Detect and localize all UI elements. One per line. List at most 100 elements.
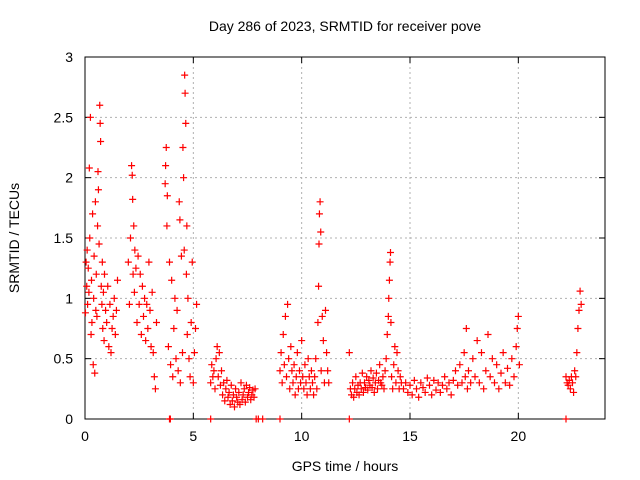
data-point xyxy=(190,349,198,357)
data-point xyxy=(147,343,155,351)
data-point xyxy=(219,391,227,399)
data-point xyxy=(415,393,423,401)
data-point xyxy=(128,162,136,170)
data-point xyxy=(317,367,325,375)
data-point xyxy=(103,318,111,326)
data-point xyxy=(324,367,332,375)
data-point xyxy=(368,384,376,392)
data-point xyxy=(142,337,150,345)
data-point xyxy=(385,276,393,284)
data-point xyxy=(382,355,390,363)
data-point xyxy=(323,349,331,357)
data-point xyxy=(175,198,183,206)
data-point xyxy=(315,282,323,290)
data-point xyxy=(106,300,114,308)
data-point xyxy=(296,367,303,375)
data-point xyxy=(478,349,485,357)
data-point xyxy=(317,228,325,236)
data-point xyxy=(88,276,95,284)
data-point xyxy=(512,343,520,351)
data-point xyxy=(367,367,375,375)
data-points xyxy=(81,71,585,423)
data-point xyxy=(143,300,151,308)
data-point xyxy=(99,288,107,296)
data-point xyxy=(566,385,574,393)
data-point xyxy=(381,367,389,375)
data-point xyxy=(210,367,218,375)
data-point xyxy=(218,367,225,375)
data-point xyxy=(361,379,368,387)
data-point xyxy=(98,258,106,266)
data-point xyxy=(355,391,363,399)
x-tick-label: 5 xyxy=(189,428,197,444)
data-point xyxy=(462,325,470,332)
data-point xyxy=(89,210,97,218)
data-point xyxy=(96,119,104,127)
data-point xyxy=(571,367,579,375)
data-point xyxy=(404,388,412,396)
data-point xyxy=(98,300,106,308)
data-point xyxy=(436,388,444,396)
data-point xyxy=(179,144,187,151)
data-point xyxy=(94,168,102,176)
data-point xyxy=(460,349,468,357)
data-point xyxy=(180,246,188,254)
data-point xyxy=(162,144,170,151)
data-point xyxy=(432,386,440,394)
data-point xyxy=(95,240,103,248)
data-point xyxy=(383,331,391,339)
data-point xyxy=(114,276,121,284)
data-point xyxy=(515,361,523,369)
data-point xyxy=(86,234,94,242)
data-point xyxy=(389,385,397,393)
data-point xyxy=(84,300,92,308)
data-point xyxy=(290,361,298,369)
data-point xyxy=(396,373,404,381)
data-point xyxy=(241,398,249,406)
data-point xyxy=(226,401,234,409)
data-point xyxy=(497,369,505,377)
data-point xyxy=(129,195,137,203)
data-point xyxy=(89,361,97,369)
data-point xyxy=(564,381,572,389)
data-point xyxy=(87,331,95,339)
data-point xyxy=(370,388,378,396)
data-point xyxy=(82,258,90,266)
data-point xyxy=(309,379,316,387)
data-point xyxy=(293,349,301,357)
data-point xyxy=(215,349,223,357)
data-point xyxy=(493,361,501,369)
data-point xyxy=(128,171,136,179)
data-point xyxy=(513,325,521,332)
data-point xyxy=(499,349,507,357)
data-point xyxy=(574,325,582,332)
data-point xyxy=(90,252,98,260)
data-point xyxy=(287,343,295,351)
data-point xyxy=(130,222,138,230)
data-point xyxy=(390,361,398,369)
data-point xyxy=(172,355,180,363)
data-point xyxy=(164,343,172,351)
data-point xyxy=(345,349,353,357)
data-point xyxy=(176,216,184,224)
chart-title: Day 286 of 2023, SRMTID for receiver pov… xyxy=(209,18,482,34)
data-point xyxy=(112,306,120,314)
data-point xyxy=(439,381,446,389)
data-point xyxy=(110,294,118,302)
y-tick-label: 1.5 xyxy=(54,230,74,246)
data-point xyxy=(413,385,420,393)
data-point xyxy=(376,361,384,369)
data-point xyxy=(235,388,243,396)
data-point xyxy=(400,385,407,393)
data-point xyxy=(378,381,386,389)
x-tick-label: 15 xyxy=(402,428,418,444)
data-point xyxy=(469,355,477,363)
data-point xyxy=(306,385,314,393)
data-point xyxy=(99,325,107,332)
data-point xyxy=(286,385,294,393)
data-point xyxy=(100,337,108,345)
data-point xyxy=(221,397,229,405)
data-point xyxy=(105,343,113,351)
data-point xyxy=(150,373,158,381)
